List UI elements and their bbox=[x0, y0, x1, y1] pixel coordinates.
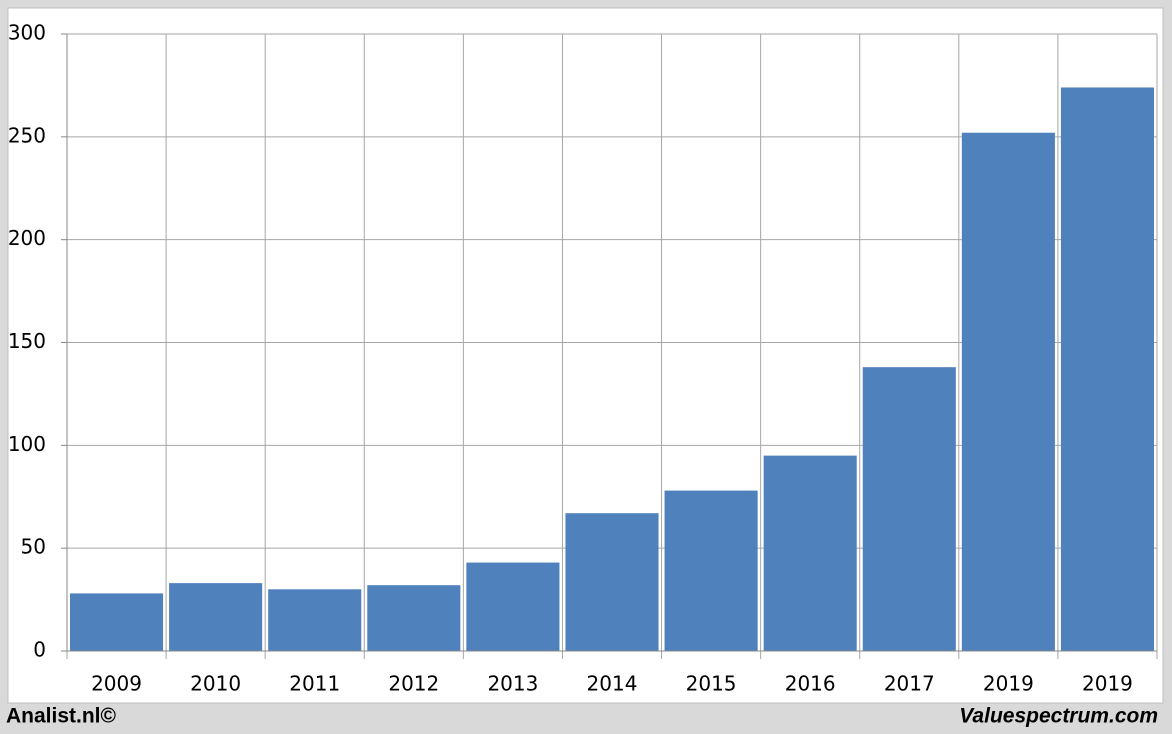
bar bbox=[169, 583, 263, 651]
y-tick-label: 50 bbox=[21, 535, 46, 559]
bar bbox=[961, 132, 1055, 652]
x-tick-label: 2010 bbox=[190, 672, 241, 696]
y-tick-label: 200 bbox=[8, 226, 46, 250]
bar bbox=[268, 589, 362, 651]
x-tick-label: 2009 bbox=[91, 672, 142, 696]
x-tick-label: 2011 bbox=[289, 672, 340, 696]
source-right: Valuespectrum.com bbox=[959, 705, 1158, 728]
x-tick-label: 2012 bbox=[388, 672, 439, 696]
bar bbox=[466, 562, 560, 651]
y-tick-label: 300 bbox=[8, 21, 46, 45]
x-tick-label: 2019 bbox=[1082, 672, 1133, 696]
x-tick-label: 2013 bbox=[487, 672, 538, 696]
bar bbox=[664, 490, 758, 651]
bar bbox=[862, 367, 956, 651]
y-tick-label: 0 bbox=[33, 638, 46, 662]
bar bbox=[367, 585, 461, 651]
bar bbox=[70, 593, 164, 651]
bar bbox=[763, 455, 857, 651]
y-tick-label: 100 bbox=[8, 432, 46, 456]
x-tick-label: 2017 bbox=[884, 672, 935, 696]
x-tick-label: 2014 bbox=[587, 672, 638, 696]
x-tick-label: 2015 bbox=[686, 672, 737, 696]
bar bbox=[1060, 87, 1154, 652]
x-tick-label: 2019 bbox=[983, 672, 1034, 696]
y-tick-label: 250 bbox=[8, 123, 46, 147]
y-tick-label: 150 bbox=[8, 329, 46, 353]
source-left: Analist.nl© bbox=[6, 705, 117, 728]
x-tick-label: 2016 bbox=[785, 672, 836, 696]
bar bbox=[565, 513, 659, 651]
